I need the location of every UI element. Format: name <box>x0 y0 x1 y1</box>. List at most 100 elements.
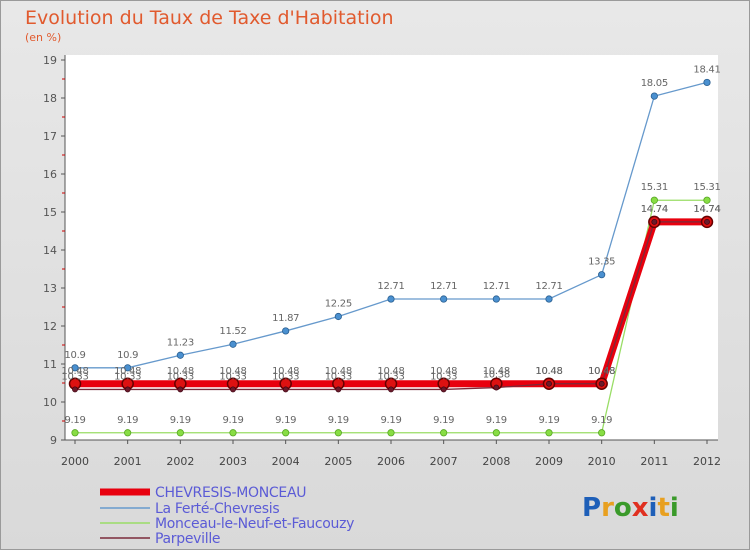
data-label: 10.48 <box>588 366 615 377</box>
legend-monceau-le-neuf: Monceau-le-Neuf-et-Faucouzy <box>100 516 354 532</box>
data-point-parpeville <box>388 386 394 393</box>
data-label: 13.35 <box>588 257 615 268</box>
data-point-parpeville <box>72 386 78 393</box>
x-tick-label: 2002 <box>166 455 194 468</box>
data-label: 9.19 <box>64 415 85 426</box>
data-point-la-ferte-chevresis <box>650 92 658 100</box>
data-point-parpeville <box>282 386 289 393</box>
data-label: 18.05 <box>641 78 668 89</box>
data-point-monceau-le-neuf <box>492 429 500 437</box>
data-point-monceau-le-neuf <box>282 429 290 437</box>
legend-label: CHEVRESIS-MONCEAU <box>155 485 306 501</box>
data-label: 12.71 <box>483 281 510 292</box>
data-label: 9.19 <box>275 415 296 426</box>
data-point-monceau-le-neuf <box>176 429 184 437</box>
chart-title: Evolution du Taux de Taxe d'Habitation <box>25 7 394 29</box>
x-tick-label: 2004 <box>272 455 300 468</box>
data-point-monceau-le-neuf <box>703 196 711 204</box>
y-tick-label: 18 <box>43 92 57 105</box>
proxiti-logo: Proxiti <box>582 493 679 523</box>
y-tick-label: 12 <box>43 320 57 333</box>
logo-letter: r <box>601 493 614 523</box>
x-tick-label: 2008 <box>482 455 510 468</box>
logo-letter: P <box>582 493 601 523</box>
data-label: 9.19 <box>433 415 454 426</box>
legend-label: La Ferté-Chevresis <box>155 501 279 517</box>
data-point-la-ferte-chevresis <box>387 295 395 303</box>
data-label: 10.33 <box>272 371 299 382</box>
data-point-monceau-le-neuf <box>545 429 553 437</box>
data-label: 9.19 <box>591 415 612 426</box>
data-point-monceau-le-neuf <box>650 196 658 204</box>
data-label: 11.52 <box>219 326 246 337</box>
y-tick-label: 16 <box>43 168 57 181</box>
data-point-parpeville <box>546 380 552 387</box>
x-tick-label: 2006 <box>377 455 405 468</box>
data-label: 10.48 <box>114 366 141 377</box>
x-tick-label: 2007 <box>430 455 458 468</box>
data-label: 12.71 <box>377 281 404 292</box>
data-label: 10.48 <box>535 366 562 377</box>
data-label: 14.74 <box>641 204 668 215</box>
data-label: 12.71 <box>535 281 562 292</box>
data-label: 9.19 <box>486 415 507 426</box>
data-point-parpeville <box>440 386 447 393</box>
data-point-monceau-le-neuf <box>440 429 448 437</box>
x-tick-label: 2001 <box>114 455 142 468</box>
x-tick-label: 2012 <box>693 455 721 468</box>
data-label: 9.19 <box>380 415 401 426</box>
data-label: 10.48 <box>167 366 194 377</box>
data-label: 14.74 <box>693 204 720 215</box>
data-point-la-ferte-chevresis <box>229 340 237 348</box>
y-tick-label: 17 <box>43 130 57 143</box>
data-point-la-ferte-chevresis <box>71 364 79 372</box>
data-label: 10.48 <box>272 366 299 377</box>
data-label: 10.48 <box>483 366 510 377</box>
data-label: 10.33 <box>325 371 352 382</box>
data-point-parpeville <box>493 384 500 391</box>
data-label: 10.38 <box>483 370 510 381</box>
data-label: 11.23 <box>167 337 194 348</box>
data-point-parpeville <box>177 386 184 393</box>
legend-parpeville: Parpeville <box>100 531 221 547</box>
data-point-la-ferte-chevresis <box>598 271 606 279</box>
logo-letter: o <box>614 493 632 523</box>
data-point-la-ferte-chevresis <box>282 327 290 335</box>
data-label: 10.9 <box>117 350 138 361</box>
data-label: 9.19 <box>170 415 191 426</box>
data-label: 9.19 <box>222 415 243 426</box>
legend-label: Parpeville <box>155 531 220 547</box>
data-point-la-ferte-chevresis <box>334 312 342 321</box>
legend-chevresis-monceau: CHEVRESIS-MONCEAU <box>100 485 307 501</box>
data-label: 10.48 <box>61 366 88 377</box>
data-label: 9.19 <box>117 415 138 426</box>
data-label: 15.31 <box>693 182 720 193</box>
logo-letter: i <box>670 493 679 523</box>
data-point-la-ferte-chevresis <box>545 295 553 303</box>
data-label: 9.19 <box>538 415 559 426</box>
data-label: 10.48 <box>430 366 457 377</box>
data-point-parpeville <box>335 386 342 393</box>
x-tick-label: 2011 <box>640 455 668 468</box>
legend-label: Monceau-le-Neuf-et-Faucouzy <box>155 516 354 532</box>
data-label: 10.33 <box>114 371 141 382</box>
data-point-monceau-le-neuf <box>387 429 395 437</box>
data-label: 10.48 <box>325 366 352 377</box>
logo-letter: x <box>632 493 649 523</box>
y-tick-label: 15 <box>43 206 57 219</box>
data-label: 10.33 <box>377 371 404 382</box>
data-label: 15.31 <box>641 182 668 193</box>
y-tick-label: 14 <box>43 244 57 257</box>
data-label: 14.74 <box>641 204 668 215</box>
data-label: 11.87 <box>272 313 299 324</box>
data-label: 10.33 <box>61 371 88 382</box>
data-point-monceau-le-neuf <box>598 429 606 437</box>
data-point-parpeville <box>230 386 236 393</box>
x-tick-label: 2005 <box>324 455 352 468</box>
y-tick-label: 19 <box>43 54 57 67</box>
data-point-parpeville <box>704 218 710 225</box>
y-tick-label: 13 <box>43 282 57 295</box>
x-tick-label: 2003 <box>219 455 247 468</box>
data-point-la-ferte-chevresis <box>176 351 184 359</box>
